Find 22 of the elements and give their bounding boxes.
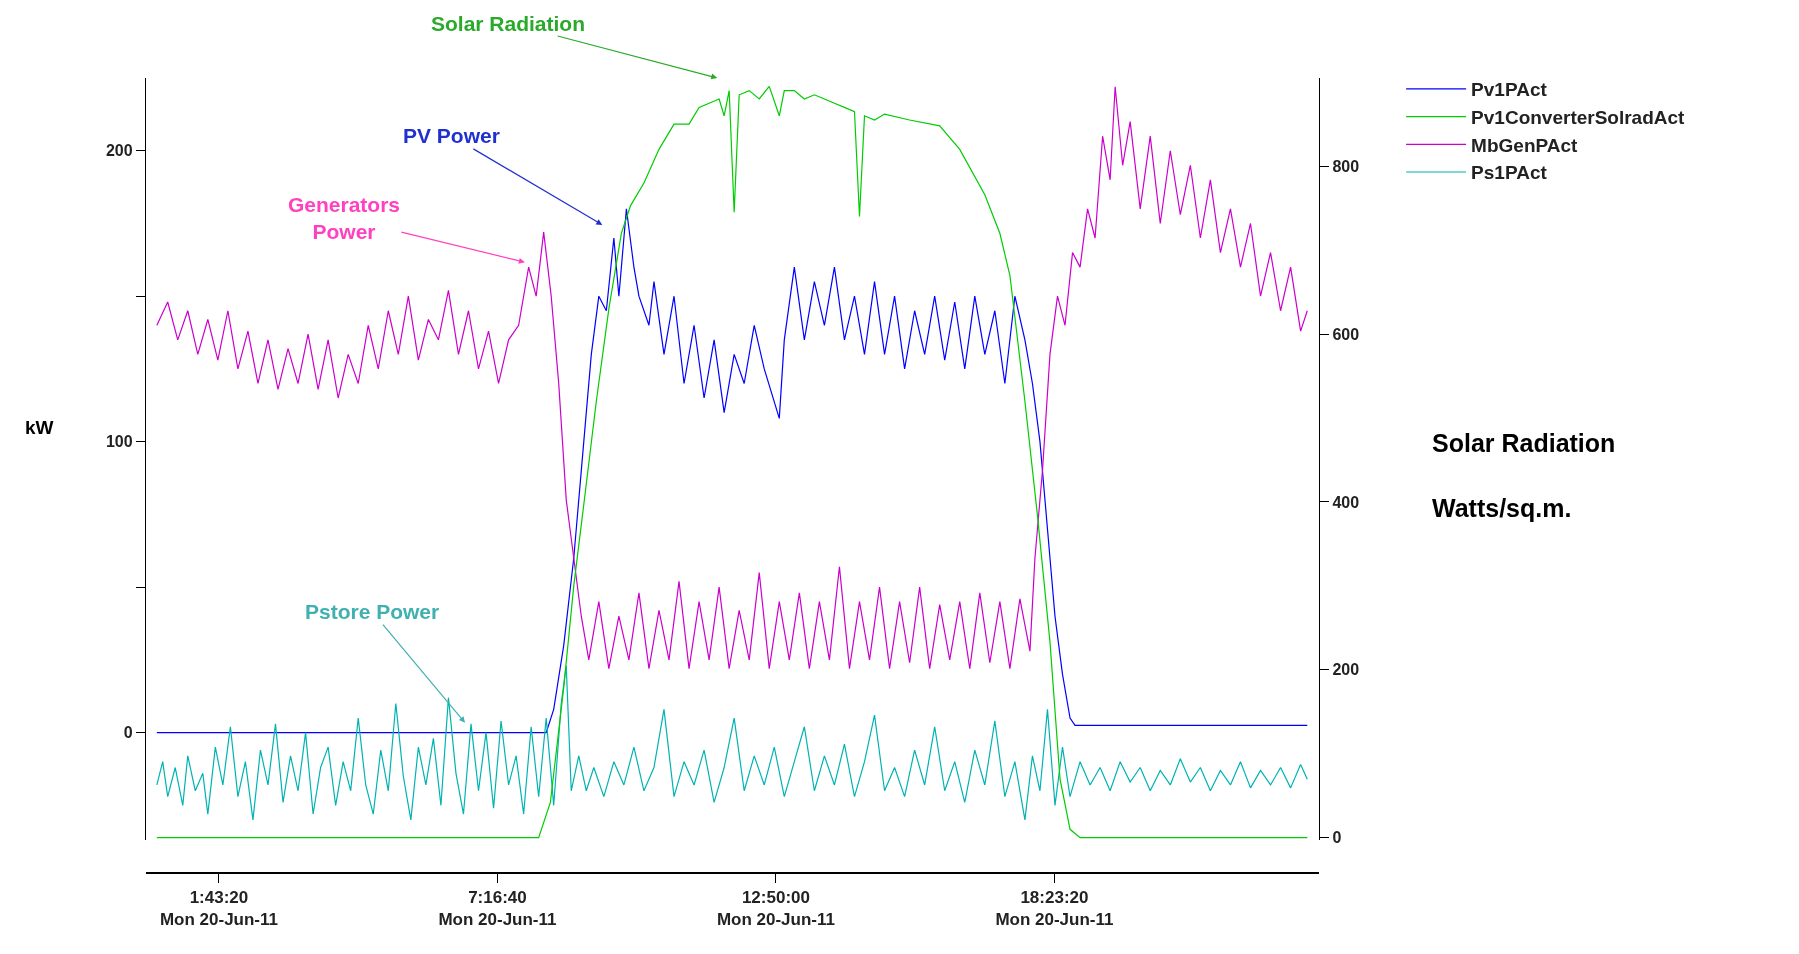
y2-tick-label: 200 [1332, 661, 1360, 679]
annotation: PV Power [403, 124, 500, 147]
y2-tick-label: 600 [1332, 325, 1360, 343]
y2-tick-label: 400 [1332, 493, 1360, 511]
y2-tick-label: 800 [1332, 157, 1360, 175]
legend-label: Ps1PAct [1471, 162, 1548, 184]
text: Solar Radiation Watts/sq.m. [1432, 429, 1616, 522]
x-tick-label: 12:50:00 Mon 20-Jun-11 [716, 887, 835, 929]
x-tick-label: 1:43:20 Mon 20-Jun-11 [159, 887, 279, 929]
y2-tick-label: 0 [1332, 829, 1342, 847]
y-tick-label: 0 [123, 724, 133, 742]
y-tick-label: 200 [105, 142, 133, 160]
text: Solar Radiation [431, 12, 586, 35]
annotation: Generators Power [288, 193, 401, 244]
legend-label: MbGenPAct [1471, 134, 1579, 156]
x-tick-label: 18:23:20 Mon 20-Jun-11 [995, 887, 1114, 929]
legend-label: Pv1PAct [1471, 79, 1548, 101]
y-axis-title: kW [25, 417, 54, 438]
x-tick-label: 7:16:40 Mon 20-Jun-11 [438, 887, 557, 929]
y-tick-label: 100 [105, 433, 133, 451]
annotation: Pstore Power [305, 600, 440, 623]
legend-label: Pv1ConverterSolradAct [1471, 107, 1686, 129]
